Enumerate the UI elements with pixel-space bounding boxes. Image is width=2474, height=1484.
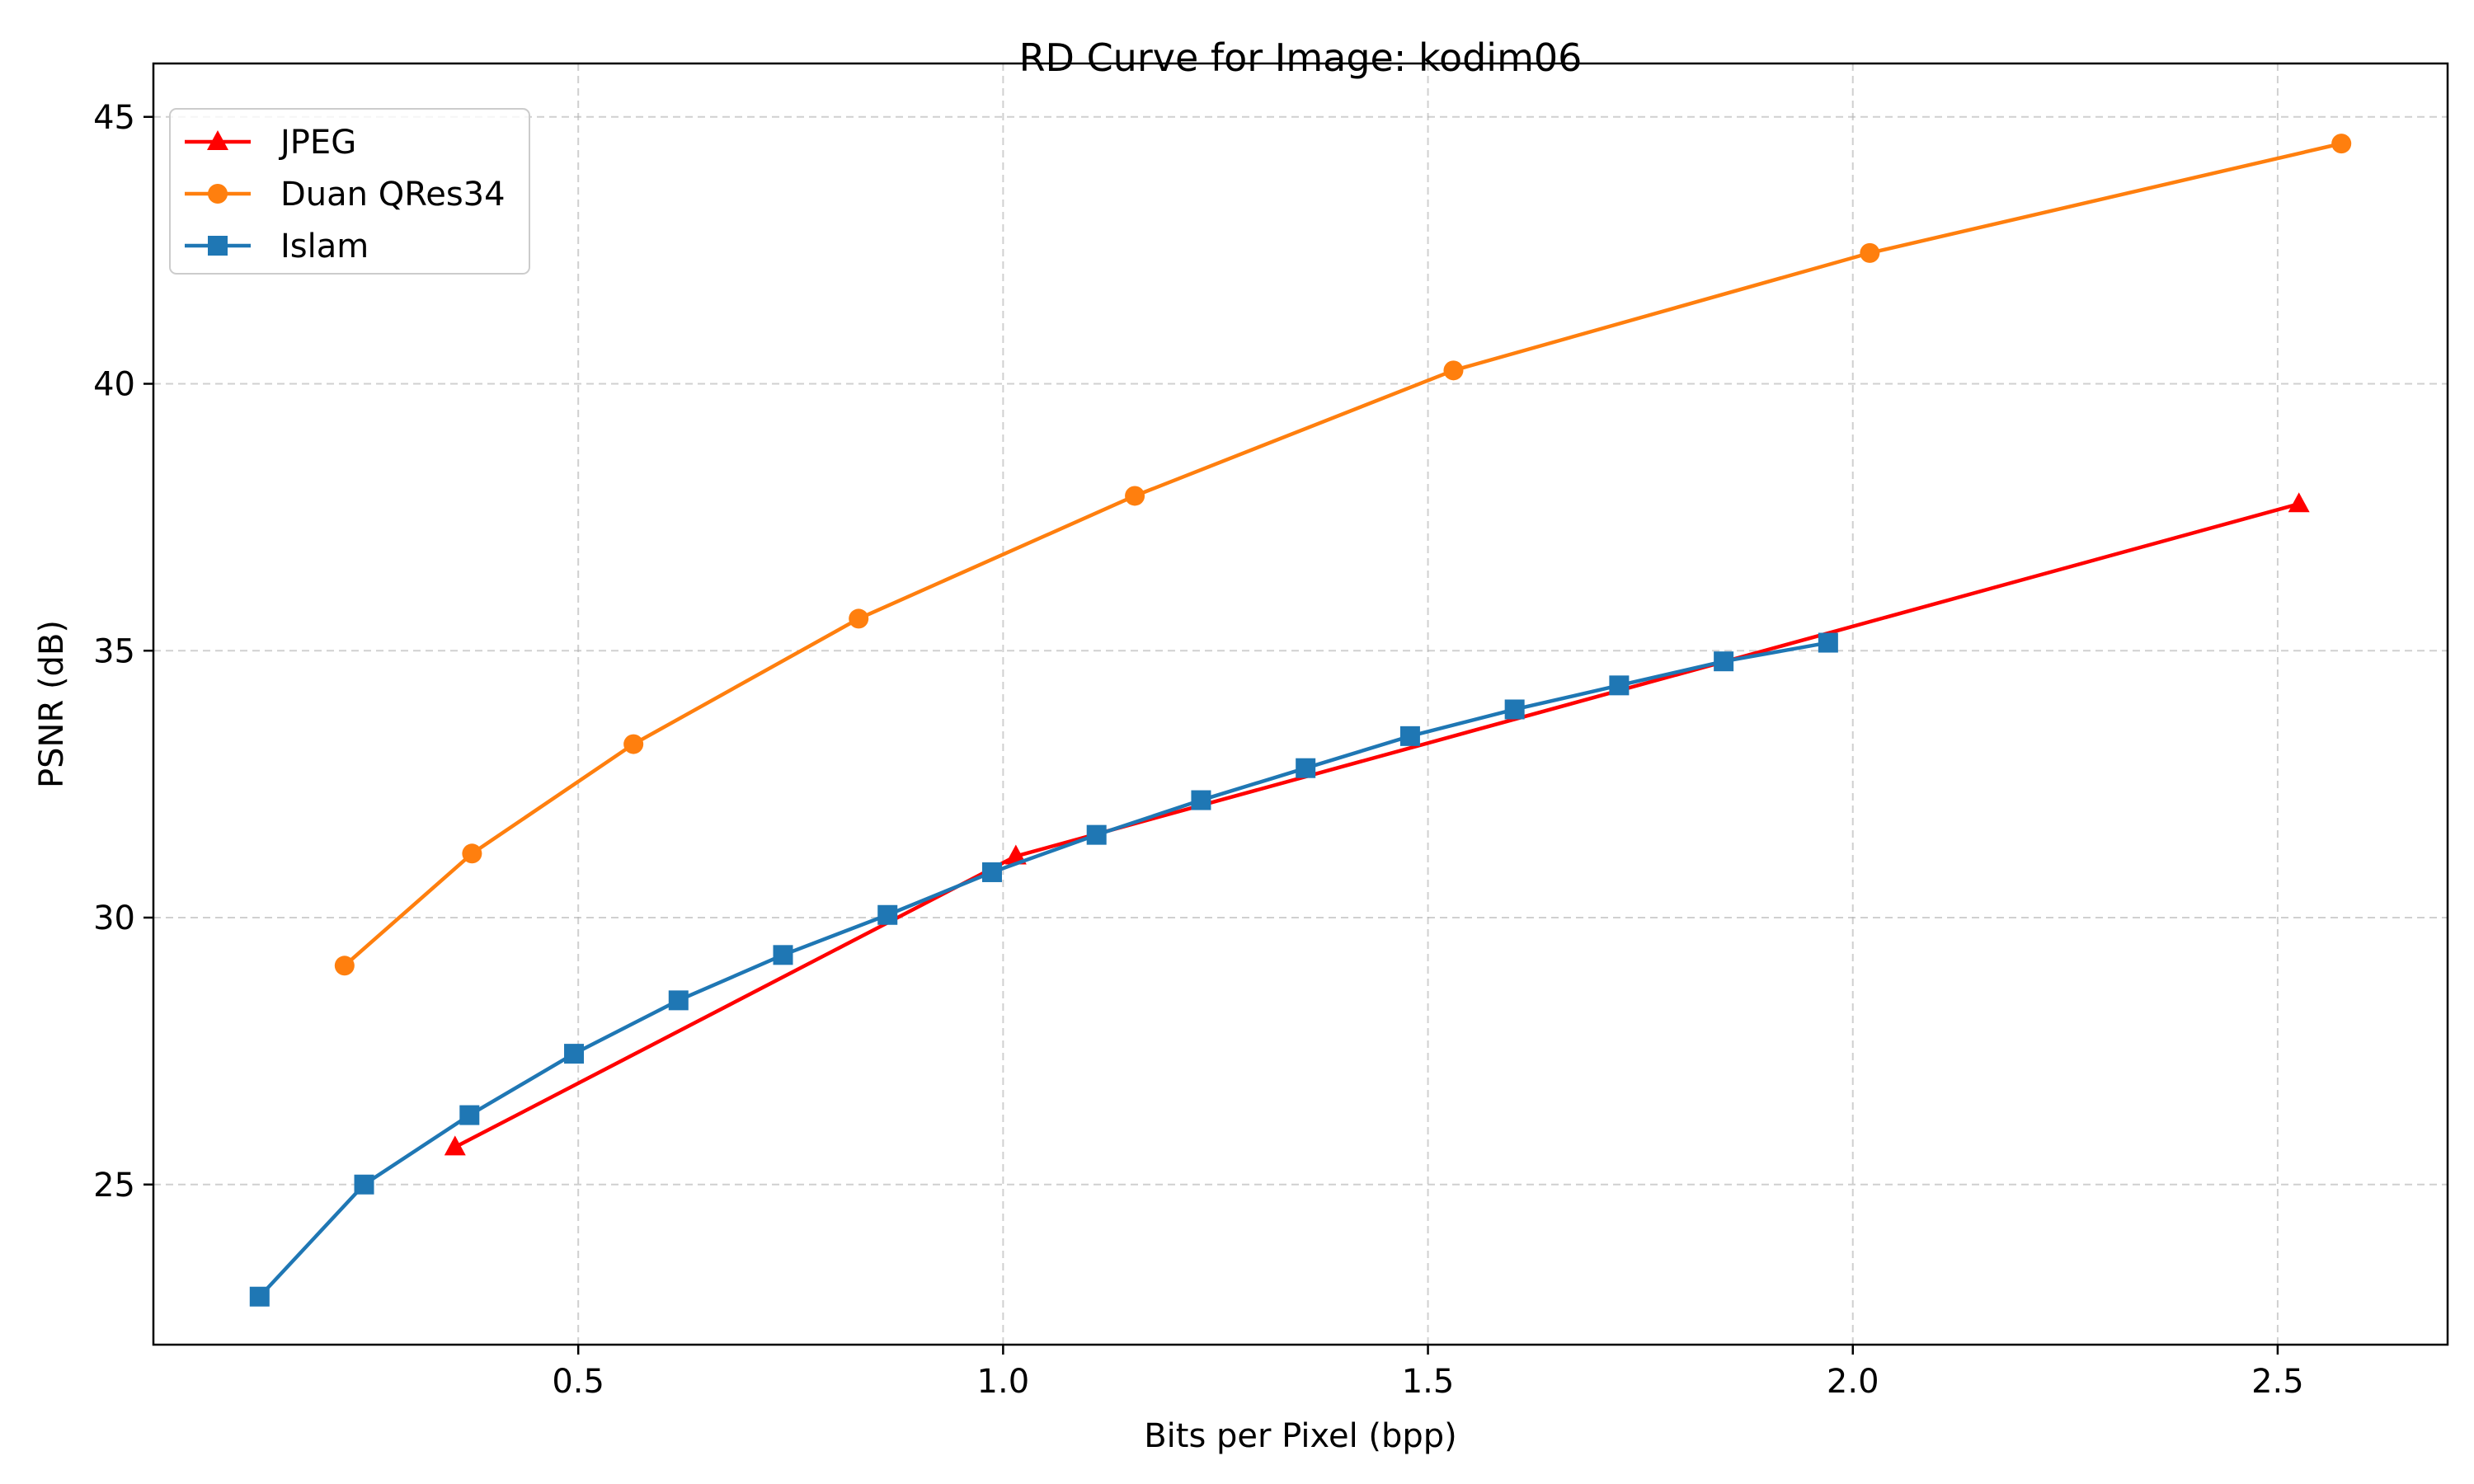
jpeg-point (1004, 844, 1027, 865)
duan-qres34-point (849, 608, 869, 629)
series-duan-qres34 (334, 134, 2352, 976)
islam-point (1714, 651, 1734, 672)
islam-line (258, 641, 1829, 1298)
y-tick-label: 45 (93, 99, 135, 137)
series-jpeg (444, 492, 2310, 1156)
islam-point (1399, 726, 1420, 746)
islam-point (1818, 632, 1838, 653)
legend-marker (208, 236, 228, 256)
duan-qres34-point (2331, 134, 2352, 154)
islam-point (1609, 675, 1630, 696)
islam-point (1191, 790, 1211, 810)
y-axis-label: PSNR (dB) (33, 620, 71, 788)
jpeg-point (2288, 492, 2310, 513)
duan-qres34-point (334, 956, 355, 976)
x-tick-label: 1.0 (977, 1363, 1030, 1401)
islam-point (1504, 699, 1525, 720)
duan-qres34-point (623, 734, 644, 754)
jpeg-point (444, 1135, 466, 1156)
legend-entry-islam: Islam (185, 228, 369, 265)
duan-qres34-line (343, 141, 2342, 967)
series-islam (249, 632, 1838, 1307)
plot-area-frame (152, 62, 2449, 1346)
chart-title: RD Curve for Image: kodim06 (1019, 35, 1583, 80)
islam-point (877, 904, 898, 925)
legend-label: JPEG (278, 124, 356, 162)
duan-qres34-point (1443, 360, 1464, 381)
y-tick-label: 40 (93, 366, 135, 404)
islam-point (564, 1044, 585, 1064)
islam-point (1296, 758, 1316, 778)
legend-marker (208, 184, 228, 204)
x-tick-label: 0.5 (552, 1363, 604, 1401)
islam-point (249, 1286, 270, 1307)
duan-qres34-point (462, 843, 482, 864)
duan-qres34-point (1125, 486, 1145, 506)
x-tick-label: 2.0 (1827, 1363, 1879, 1401)
legend-label: Duan QRes34 (280, 176, 506, 214)
islam-point (354, 1174, 374, 1195)
legend-label: Islam (280, 228, 369, 265)
islam-point (981, 862, 1002, 882)
islam-point (773, 945, 793, 965)
x-axis-label: Bits per Pixel (bpp) (1144, 1417, 1457, 1455)
axis-ticks: 0.5 1.0 1.5 2.0 2.5 25 30 35 40 45 (93, 99, 2304, 1401)
grid-lines (153, 63, 2448, 1345)
data-series (249, 134, 2352, 1307)
islam-point (1086, 824, 1107, 845)
legend-marker (207, 130, 228, 150)
legend-entry-jpeg: JPEG (185, 124, 356, 162)
y-tick-label: 25 (93, 1167, 135, 1205)
legend-box (169, 108, 530, 275)
y-tick-label: 35 (93, 632, 135, 670)
x-tick-label: 1.5 (1402, 1363, 1455, 1401)
islam-point (668, 990, 689, 1011)
islam-point (459, 1105, 480, 1125)
x-tick-label: 2.5 (2251, 1363, 2304, 1401)
legend: JPEG Duan QRes34 Islam (169, 108, 530, 275)
legend-entry-duan-qres34: Duan QRes34 (185, 176, 506, 214)
y-tick-label: 30 (93, 899, 135, 937)
duan-qres34-point (1860, 242, 1880, 263)
